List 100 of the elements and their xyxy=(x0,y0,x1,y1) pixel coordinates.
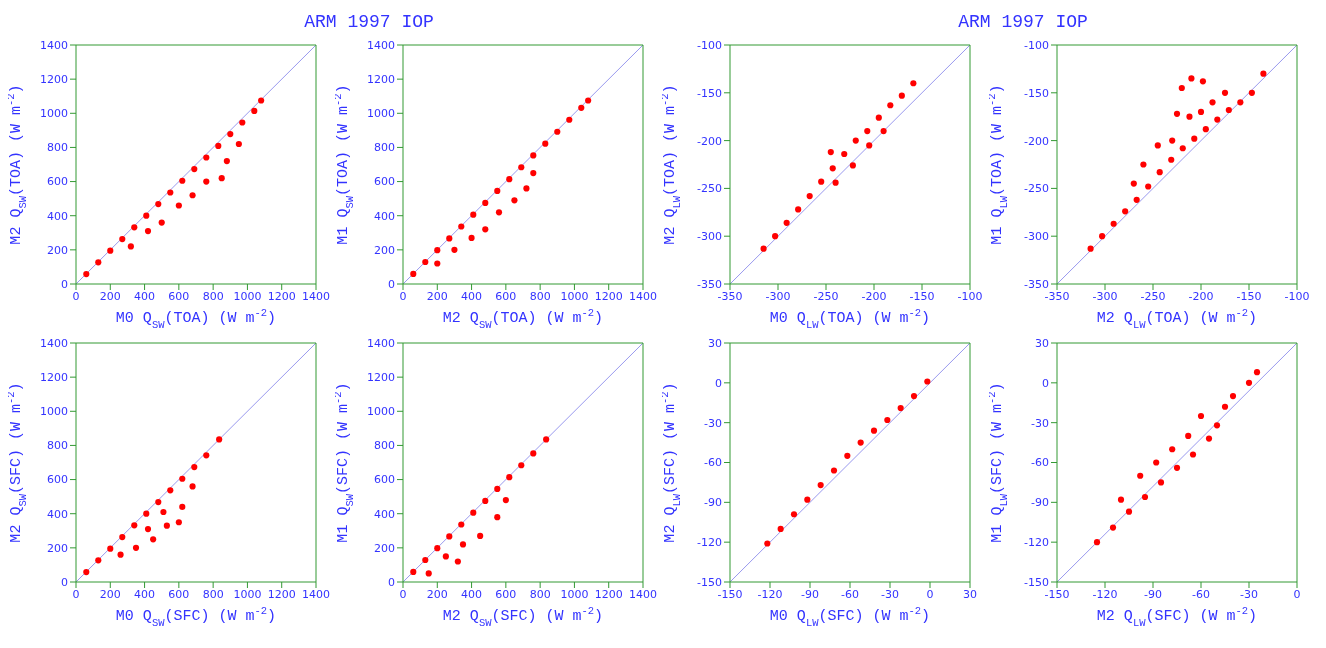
x-tick-label: -60 xyxy=(841,587,859,601)
point xyxy=(542,140,549,147)
x-axis-title: M2 Q$_{LW}$(SFC) (W m$^{-2}$) xyxy=(1096,605,1258,629)
point xyxy=(117,551,124,558)
x-tick-label: 0 xyxy=(72,289,80,303)
x-tick-label: 1400 xyxy=(302,289,330,303)
point xyxy=(518,462,525,469)
point xyxy=(258,97,265,104)
point xyxy=(804,496,811,503)
point xyxy=(131,522,138,529)
y-tick-label: 400 xyxy=(374,507,395,521)
x-tick-label: -120 xyxy=(1092,587,1118,601)
y-tick-label: 200 xyxy=(374,541,395,555)
point xyxy=(434,247,441,254)
y-tick-label: 400 xyxy=(47,507,68,521)
point xyxy=(898,92,905,99)
y-tick-label: -30 xyxy=(1031,416,1049,430)
y-tick-label: 0 xyxy=(1042,376,1049,390)
y-tick-label: 1200 xyxy=(367,371,395,385)
point xyxy=(458,521,465,528)
y-tick-label: -150 xyxy=(1024,575,1049,589)
x-tick-label: 200 xyxy=(99,289,121,303)
point xyxy=(203,178,210,185)
x-axis-title: M0 Q$_{LW}$(TOA) (W m$^{-2}$) xyxy=(769,307,931,331)
y-tick-label: 1400 xyxy=(367,38,395,52)
x-tick-label: -200 xyxy=(861,289,887,303)
y-tick-label: 200 xyxy=(47,243,68,257)
y-tick-label: 1400 xyxy=(367,336,395,350)
point xyxy=(95,557,102,564)
point xyxy=(175,202,182,209)
point xyxy=(191,464,198,471)
point xyxy=(1191,135,1198,142)
x-tick-label: -60 xyxy=(1192,587,1210,601)
point xyxy=(506,474,513,481)
point xyxy=(924,378,931,385)
point xyxy=(251,107,258,114)
y-tick-label: -200 xyxy=(1024,134,1049,148)
point xyxy=(494,187,501,195)
point xyxy=(422,556,429,564)
point xyxy=(1173,110,1181,117)
text: ARM 1997 IOP xyxy=(957,12,1089,32)
x-tick-label: 800 xyxy=(202,587,224,601)
point xyxy=(83,271,90,278)
point xyxy=(1087,245,1094,252)
point xyxy=(764,540,771,547)
point xyxy=(482,199,489,206)
x-tick-label: 600 xyxy=(495,587,517,601)
x-tick-label: 400 xyxy=(134,587,156,601)
point xyxy=(1189,451,1197,458)
point xyxy=(806,192,813,200)
point xyxy=(218,175,225,182)
point xyxy=(783,219,790,226)
x-tick-label: 0 xyxy=(399,587,407,601)
x-tick-label: 30 xyxy=(963,587,977,601)
point xyxy=(95,259,102,266)
y-tick-label: 0 xyxy=(61,575,68,589)
point xyxy=(1199,78,1207,85)
x-tick-label: -150 xyxy=(1236,289,1262,303)
x-tick-label: 200 xyxy=(99,587,121,601)
point xyxy=(518,164,525,171)
y-tick-label: -250 xyxy=(697,182,722,196)
point xyxy=(530,450,537,457)
point xyxy=(827,148,834,156)
point xyxy=(1110,220,1117,227)
y-tick-label: -350 xyxy=(697,277,722,291)
point xyxy=(203,154,210,161)
x-tick-label: -300 xyxy=(1092,289,1118,303)
y-tick-label: 200 xyxy=(47,541,68,555)
point xyxy=(760,245,767,252)
point xyxy=(167,487,174,494)
y-tick-label: 600 xyxy=(47,175,68,189)
y-tick-label: -300 xyxy=(697,230,722,244)
point xyxy=(866,142,873,149)
point xyxy=(1133,196,1140,203)
point xyxy=(189,192,196,199)
x-tick-label: -200 xyxy=(1188,289,1214,303)
point xyxy=(470,509,477,516)
point xyxy=(530,152,537,159)
y-tick-label: 1000 xyxy=(40,107,68,121)
x-tick-label: 1200 xyxy=(267,587,296,601)
point xyxy=(1153,459,1160,466)
x-tick-label: -300 xyxy=(765,289,791,303)
x-tick-label: 400 xyxy=(461,587,483,601)
y-tick-label: 1000 xyxy=(367,107,395,121)
point xyxy=(1209,99,1216,106)
point xyxy=(150,536,157,543)
point xyxy=(1178,84,1185,92)
x-tick-label: 0 xyxy=(926,587,934,601)
point xyxy=(857,439,864,446)
y-tick-label: 200 xyxy=(374,243,395,257)
y-tick-label: 0 xyxy=(715,376,722,390)
x-tick-label: 1400 xyxy=(629,587,657,601)
y-tick-label: 800 xyxy=(47,439,68,453)
y-tick-label: 1400 xyxy=(40,336,68,350)
point xyxy=(1214,116,1221,123)
y-tick-label: 1200 xyxy=(40,73,68,87)
y-tick-label: 30 xyxy=(708,336,722,350)
point xyxy=(163,522,170,529)
point xyxy=(1229,393,1237,400)
point xyxy=(143,510,150,517)
